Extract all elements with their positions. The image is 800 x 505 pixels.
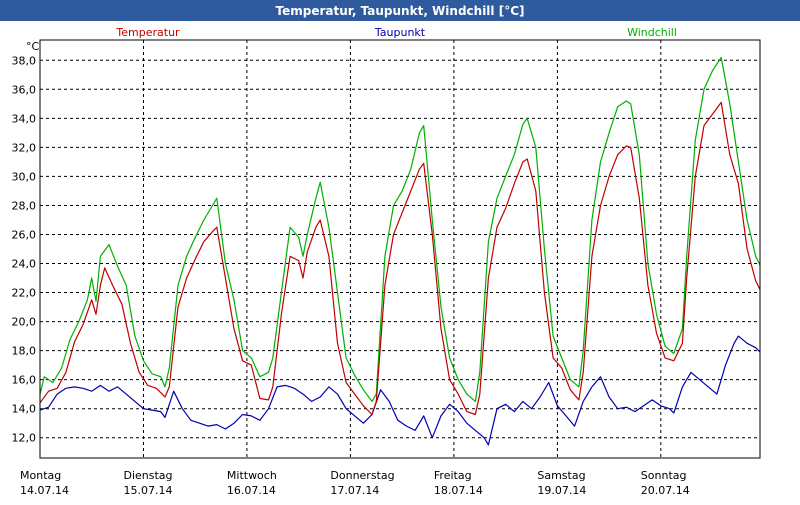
- y-tick-label: 16,0: [12, 374, 37, 387]
- x-weekday-label: Dienstag: [124, 469, 173, 482]
- series-line-temperatur: [39, 101, 761, 416]
- x-weekday-label: Sonntag: [641, 469, 687, 482]
- y-tick-label: 30,0: [12, 170, 37, 183]
- y-tick-label: 14,0: [12, 403, 37, 416]
- x-date-label: 16.07.14: [227, 484, 276, 497]
- legend-label-temperatur: Temperatur: [115, 26, 180, 39]
- x-weekday-label: Freitag: [434, 469, 472, 482]
- legend-label-taupunkt: Taupunkt: [374, 26, 426, 39]
- y-tick-label: 26,0: [12, 229, 37, 242]
- y-tick-label: 34,0: [12, 112, 37, 125]
- y-tick-label: 28,0: [12, 200, 37, 213]
- series-line-taupunkt: [39, 335, 761, 446]
- series-line-windchill: [39, 56, 761, 402]
- y-tick-label: 22,0: [12, 287, 37, 300]
- x-weekday-label: Donnerstag: [330, 469, 394, 482]
- plot-frame: [39, 39, 761, 459]
- x-date-label: 18.07.14: [434, 484, 483, 497]
- series-lines: [39, 56, 761, 446]
- y-tick-label: 18,0: [12, 345, 37, 358]
- title-bar: [0, 0, 800, 21]
- x-date-label: 17.07.14: [330, 484, 379, 497]
- x-date-label: 20.07.14: [641, 484, 690, 497]
- x-weekday-label: Mittwoch: [227, 469, 277, 482]
- y-tick-label: 36,0: [12, 83, 37, 96]
- y-axis-ticks: 12,0 14,0 16,0 18,0 20,0 22,0 24,0 26,0 28,0 30,0…: [12, 54, 37, 444]
- y-tick-label: 24,0: [12, 258, 37, 271]
- y-tick-label: 32,0: [12, 141, 37, 154]
- chart-title: Temperatur, Taupunkt, Windchill [°C]: [276, 4, 525, 18]
- legend-label-windchill: Windchill: [627, 26, 677, 39]
- x-weekday-label: Montag: [20, 469, 61, 482]
- y-tick-label: 12,0: [12, 432, 37, 445]
- x-date-label: 14.07.14: [20, 484, 69, 497]
- y-axis-unit: °C: [26, 40, 40, 53]
- x-date-label: 19.07.14: [537, 484, 586, 497]
- x-date-label: 15.07.14: [124, 484, 173, 497]
- y-tick-label: 20,0: [12, 316, 37, 329]
- x-weekday-label: Samstag: [537, 469, 585, 482]
- y-tick-label: 38,0: [12, 54, 37, 67]
- x-axis-labels: Montag 14.07.14 Dienstag 15.07.14 Mittwoch 16…: [20, 469, 690, 497]
